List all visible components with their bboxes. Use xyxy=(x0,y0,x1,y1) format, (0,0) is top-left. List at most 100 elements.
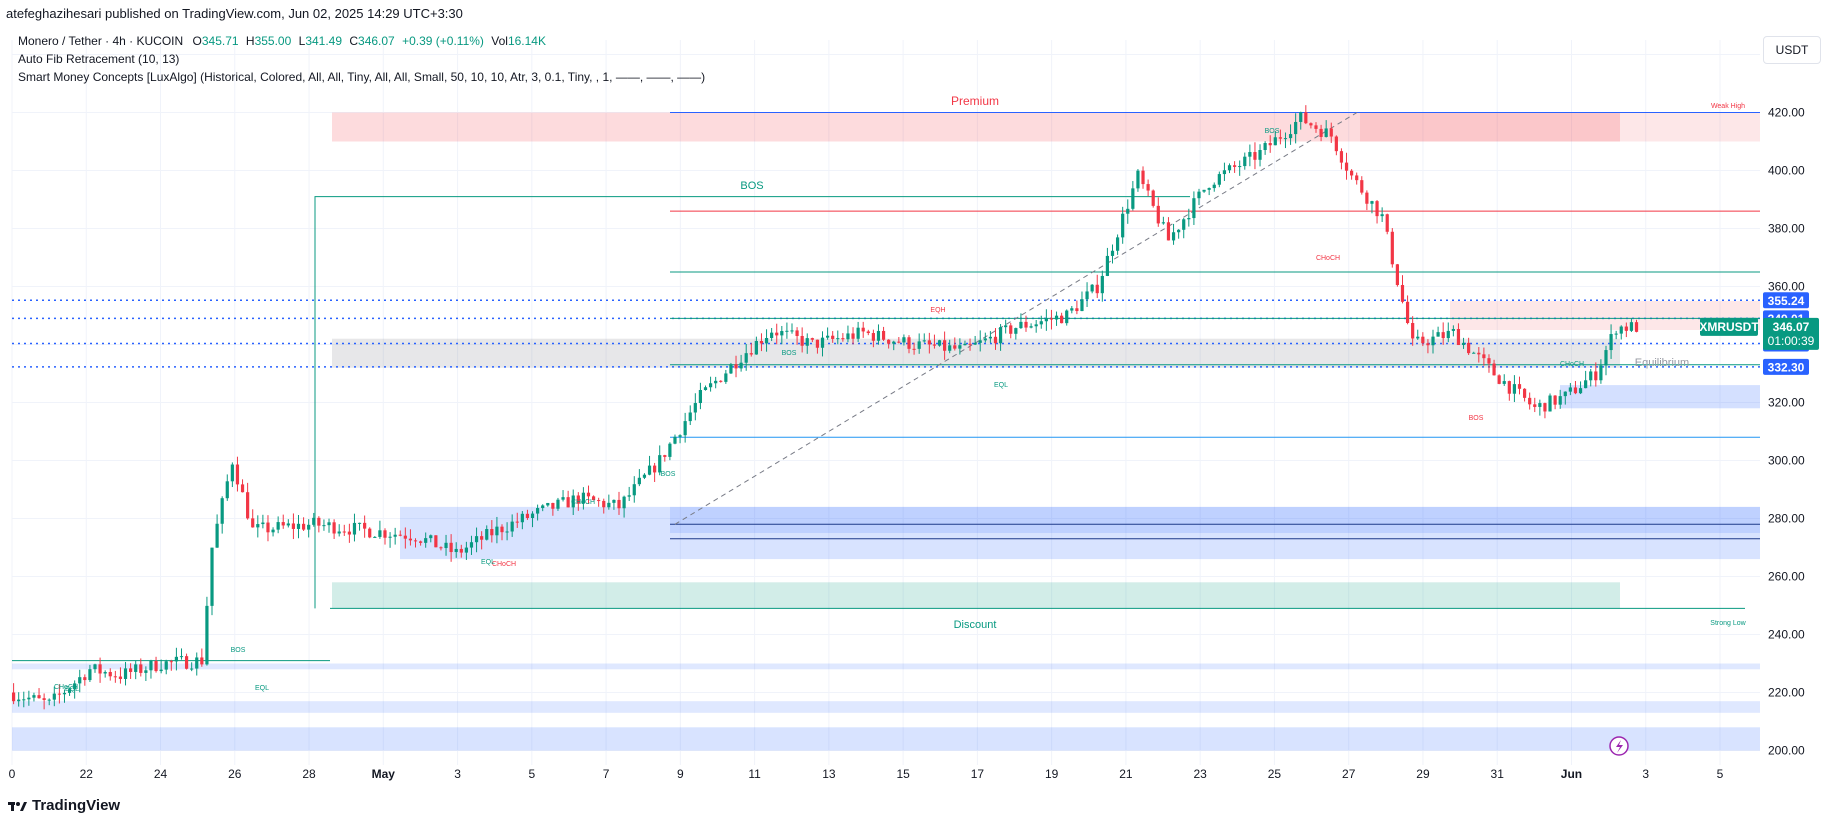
candle-body xyxy=(698,390,703,404)
candle-body xyxy=(1624,326,1628,331)
candle-body xyxy=(1619,326,1623,334)
candle-body xyxy=(1110,250,1115,256)
annotation-label: BOS xyxy=(1469,415,1484,422)
annotation-label: CHoCH xyxy=(1560,361,1584,368)
candle-body xyxy=(1121,213,1125,238)
candle-body xyxy=(1065,310,1069,324)
candle-body xyxy=(1339,151,1344,163)
candle-body xyxy=(312,517,316,525)
candle-body xyxy=(88,669,92,681)
candle-body xyxy=(1385,214,1389,232)
candle-body xyxy=(103,671,107,674)
candle-body xyxy=(240,484,245,493)
candle-body xyxy=(632,484,636,496)
candle-body xyxy=(139,664,143,673)
candle-body xyxy=(1227,165,1232,171)
candle-body xyxy=(1441,332,1445,339)
y-tick-label: 320.00 xyxy=(1768,396,1805,410)
price-axis[interactable]: 440.00420.00400.00380.00360.00340.00320.… xyxy=(1768,48,1805,758)
candle-body xyxy=(261,522,265,525)
candle-body xyxy=(429,535,433,539)
candle-body xyxy=(322,525,326,527)
candle-body xyxy=(622,496,626,509)
candle-body xyxy=(1253,152,1257,160)
candle-body xyxy=(1416,336,1420,339)
candle-body xyxy=(1395,264,1399,286)
high-label: H xyxy=(245,34,255,48)
candle-body xyxy=(1543,403,1547,412)
time-axis[interactable]: 0 22 24 26 28 May 3 5 7 9 11 13 15 17 19 21 23 25 27 29 31 Ju… xyxy=(9,767,1724,781)
candle-body xyxy=(810,338,814,340)
candle-body xyxy=(190,668,194,670)
candle-body xyxy=(1131,188,1135,209)
candle-body xyxy=(398,534,402,536)
candle-body xyxy=(917,341,921,349)
candle-body xyxy=(459,548,463,553)
currency-button[interactable]: USDT xyxy=(1763,36,1821,64)
y-tick-label: 300.00 xyxy=(1768,454,1805,468)
candle-body xyxy=(1151,190,1155,206)
candle-body xyxy=(1477,352,1481,355)
x-tick-label: 7 xyxy=(603,767,610,781)
discount-zone xyxy=(332,582,1620,609)
annotations: Premium Discount Equilibrium Weak High Stron… xyxy=(54,94,1747,693)
candle-body xyxy=(12,692,16,702)
candle-body xyxy=(78,677,82,684)
x-tick-label: 28 xyxy=(302,767,316,781)
candle-body xyxy=(235,464,240,485)
candle-body xyxy=(62,692,67,695)
candle-body xyxy=(347,531,351,535)
y-tick-label: 280.00 xyxy=(1768,512,1805,526)
candle-body xyxy=(749,353,753,355)
candle-body xyxy=(1177,229,1181,233)
price-label-bg xyxy=(1763,292,1809,309)
alert-icon[interactable] xyxy=(1609,736,1629,756)
demand-zone-1 xyxy=(400,506,1760,560)
candle-body xyxy=(342,531,346,533)
candle-body xyxy=(1156,205,1160,224)
candle-body xyxy=(480,536,484,540)
x-tick-label: 5 xyxy=(528,767,535,781)
indicator-fib[interactable]: Auto Fib Retracement (10, 13) xyxy=(18,52,180,66)
x-tick-label: 21 xyxy=(1119,767,1133,781)
indicator-smc[interactable]: Smart Money Concepts [LuxAlgo] (Historic… xyxy=(18,70,706,84)
candle-body xyxy=(1517,384,1522,389)
countdown-text: 01:00:39 xyxy=(1768,334,1815,348)
candle-body xyxy=(978,340,982,343)
annotation-label: CHoCH xyxy=(571,499,595,506)
candle-body xyxy=(42,698,46,700)
candle-body xyxy=(17,699,21,702)
candle-body xyxy=(647,465,652,475)
symbol-legend[interactable]: Monero / Tether · 4h · KUCOIN O345.71 H3… xyxy=(18,34,546,48)
price-label-text: 332.30 xyxy=(1768,360,1805,374)
symbol-tag-bg xyxy=(1700,317,1758,336)
candle-body xyxy=(724,373,728,382)
y-tick-label: 360.00 xyxy=(1768,280,1805,294)
candle-body xyxy=(988,336,992,339)
candle-body xyxy=(759,340,764,344)
candle-body xyxy=(1070,308,1074,311)
brand-name: TradingView xyxy=(32,797,121,814)
candle-body xyxy=(1141,170,1145,185)
candle-body xyxy=(1604,350,1608,366)
candle-body xyxy=(113,676,117,678)
candle-body xyxy=(790,330,794,332)
candle-body xyxy=(515,521,519,523)
candle-body xyxy=(149,660,153,671)
candle-body xyxy=(22,699,26,701)
candle-body xyxy=(602,500,606,508)
x-tick-label: 11 xyxy=(748,767,761,781)
x-tick-label: 26 xyxy=(228,767,242,781)
candle-body xyxy=(556,499,560,509)
candle-body xyxy=(174,656,178,662)
candle-body xyxy=(434,535,438,548)
candle-body xyxy=(1146,184,1150,191)
candle-body xyxy=(373,536,377,538)
x-tick-label: 19 xyxy=(1045,767,1059,781)
price-label: 332.30 xyxy=(1763,358,1809,375)
candle-body xyxy=(1421,336,1425,344)
candle-body xyxy=(1273,137,1277,146)
candle-body xyxy=(1090,284,1094,292)
candle-body xyxy=(953,345,957,349)
